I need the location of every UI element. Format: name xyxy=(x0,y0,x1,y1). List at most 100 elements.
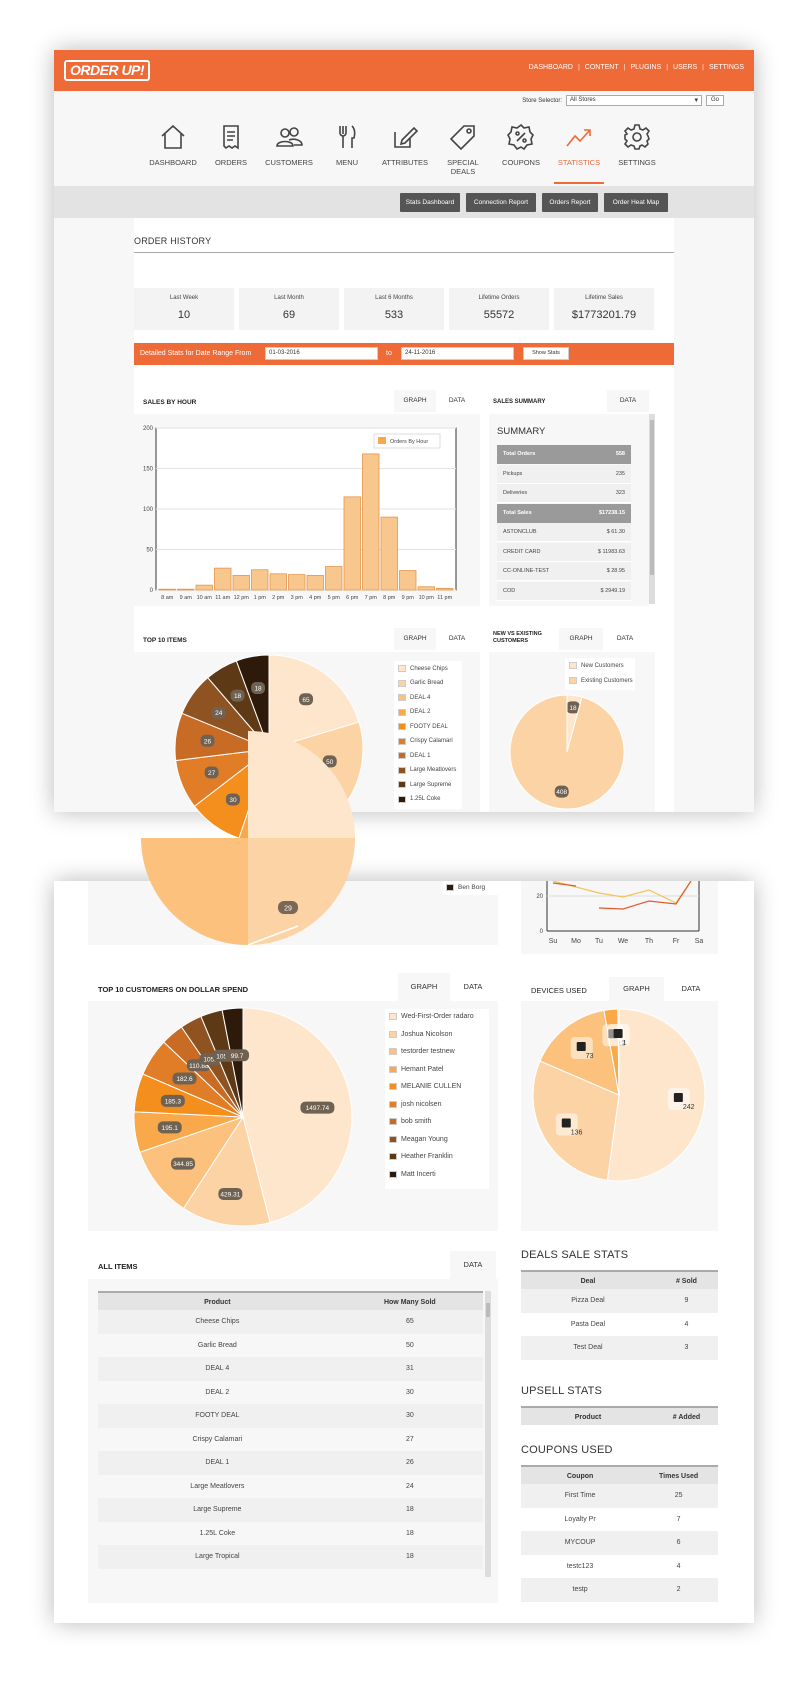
top-nav-settings[interactable]: SETTINGS xyxy=(708,64,744,71)
order-heat-map-button[interactable]: Order Heat Map xyxy=(604,193,668,212)
data-tab[interactable]: DATA xyxy=(436,390,478,412)
nav-label: ATTRIBUTES xyxy=(381,158,429,167)
data-tab[interactable]: DATA xyxy=(436,628,478,650)
show-stats-button[interactable]: Show Stats xyxy=(523,347,569,360)
legend-swatch xyxy=(389,1100,397,1108)
value-label: 18 xyxy=(569,705,577,712)
legend-swatch xyxy=(569,677,577,684)
legend-swatch xyxy=(389,1048,397,1055)
legend-label: New Customers xyxy=(581,662,624,669)
percent-badge-icon xyxy=(507,123,534,151)
all-items-panel: ALL ITEMS DATA Product How Many Sold Chees… xyxy=(88,1251,498,1603)
stat-value: 10 xyxy=(177,309,191,321)
all-items-table: Product How Many Sold Cheese Chips 65 Garlic… xyxy=(98,1291,483,1569)
table-row: Large Meatlovers 24 xyxy=(98,1475,483,1499)
value-badge xyxy=(204,766,219,779)
summary-row: Pickups 235 xyxy=(497,464,631,484)
legend-swatch xyxy=(398,694,406,701)
nav-orders[interactable]: ORDERS xyxy=(202,120,260,186)
deals-table: Deal # Sold Pizza Deal 9 Pasta Deal 4 Test Dea… xyxy=(521,1270,718,1360)
date-from-input[interactable]: 01-03-2016 xyxy=(265,347,378,360)
nav-special-deals[interactable]: SPECIAL DEALS xyxy=(434,120,492,186)
orders-report-button[interactable]: Orders Report xyxy=(542,193,598,212)
legend-item: bob smith xyxy=(389,1118,431,1125)
device-icon xyxy=(613,1029,623,1039)
table-row: Crispy Calamari 27 xyxy=(98,1428,483,1452)
scroll-thumb[interactable] xyxy=(486,1303,490,1317)
value-label: 105.6 xyxy=(216,1053,233,1060)
data-tab[interactable]: DATA xyxy=(450,973,496,1001)
pie-slice xyxy=(606,1008,706,1182)
legend-label: bob smith xyxy=(401,1118,432,1125)
date-to-input[interactable]: 24-11-2016 xyxy=(401,347,514,360)
stat-label: Lifetime Orders xyxy=(478,295,520,301)
graph-tab[interactable]: GRAPH xyxy=(394,390,436,412)
devices-used-panel: DEVICES USED GRAPH DATA 24213673121 xyxy=(521,973,718,1231)
stat-label: Last 6 Months xyxy=(375,295,413,301)
table-cell: DEAL 1 xyxy=(205,1459,230,1466)
y-tick-label: 200 xyxy=(143,426,154,432)
new-vs-existing-legend: New Customers Existing Customers xyxy=(565,658,635,690)
nav-customers[interactable]: CUSTOMERS xyxy=(260,120,318,186)
legend-label: Orders By Hour xyxy=(390,439,428,445)
bar xyxy=(325,566,343,591)
nav-separator: | xyxy=(577,64,580,71)
nav-menu[interactable]: MENU xyxy=(318,120,376,186)
scrollbar[interactable] xyxy=(649,414,655,604)
data-tab[interactable]: DATA xyxy=(603,628,647,650)
bar xyxy=(362,453,380,591)
pie-slice xyxy=(509,694,625,810)
data-tab[interactable]: DATA xyxy=(450,1251,496,1279)
previous-panel-remnant: 29 Ben Borg xyxy=(88,731,531,945)
store-select[interactable]: All Stores xyxy=(565,95,702,106)
y-tick-label: 150 xyxy=(143,467,154,473)
nav-statistics[interactable]: STATISTICS xyxy=(550,120,608,186)
table-row: Garlic Bread 50 xyxy=(98,1334,483,1358)
column-header: Product xyxy=(204,1299,231,1306)
orderup-logo[interactable]: ORDER UP! xyxy=(64,60,151,81)
pie-slice xyxy=(182,1115,271,1227)
nav-attributes[interactable]: ATTRIBUTES xyxy=(376,120,434,186)
nav-dashboard[interactable]: DASHBOARD xyxy=(144,120,202,186)
connection-report-button[interactable]: Connection Report xyxy=(466,193,536,212)
go-button[interactable]: Go xyxy=(705,95,724,106)
legend-item: Joshua Nicolson xyxy=(389,1030,452,1038)
table-cell: 26 xyxy=(405,1459,414,1466)
edit-icon xyxy=(394,126,419,148)
x-tick-label: 9 am xyxy=(180,595,193,601)
stats-dashboard-button[interactable]: Stats Dashboard xyxy=(400,193,460,212)
scrollbar[interactable] xyxy=(485,1291,491,1577)
nav-coupons[interactable]: COUPONS xyxy=(492,120,550,186)
data-tab[interactable]: DATA xyxy=(664,977,718,1001)
graph-tab[interactable]: GRAPH xyxy=(398,973,450,1001)
top-nav-plugins[interactable]: PLUGINS xyxy=(630,64,662,71)
summary-key: Total Orders xyxy=(503,451,536,457)
legend-item: DEAL 4 xyxy=(398,694,430,701)
scroll-thumb[interactable] xyxy=(650,420,654,575)
sales-summary-title: SALES SUMMARY xyxy=(493,399,546,405)
weekday-line-chart: 20 0 Su Mo Tu We Th Fr Sa xyxy=(536,881,703,945)
deals-sale-stats-title: DEALS SALE STATS xyxy=(521,1249,629,1261)
bar xyxy=(417,586,435,591)
table-row: Test Deal 3 xyxy=(521,1336,718,1360)
top-nav-content[interactable]: CONTENT xyxy=(584,64,619,71)
legend-label: Ben Borg xyxy=(458,884,486,891)
legend-label: 1.25L Coke xyxy=(410,796,441,802)
top-nav-users[interactable]: USERS xyxy=(673,64,698,71)
x-tick-label: 9 pm xyxy=(402,595,415,601)
legend-label: DEAL 2 xyxy=(410,709,431,715)
legend-swatch xyxy=(398,766,406,774)
data-tab[interactable]: DATA xyxy=(607,390,649,412)
nav-settings[interactable]: SETTINGS xyxy=(608,120,666,186)
gear-icon xyxy=(623,124,651,150)
legend-swatch xyxy=(389,1170,397,1178)
fork-knife-icon xyxy=(339,125,356,148)
table-cell: 7 xyxy=(676,1515,681,1523)
legend-item: Meagan Young xyxy=(389,1135,448,1143)
graph-tab[interactable]: GRAPH xyxy=(394,628,436,650)
top-nav-dashboard[interactable]: DASHBOARD xyxy=(528,64,573,71)
date-to-label: to xyxy=(386,350,392,357)
graph-tab[interactable]: GRAPH xyxy=(609,977,664,1001)
table-row: Large Supreme 18 xyxy=(98,1498,483,1522)
graph-tab[interactable]: GRAPH xyxy=(559,628,603,650)
